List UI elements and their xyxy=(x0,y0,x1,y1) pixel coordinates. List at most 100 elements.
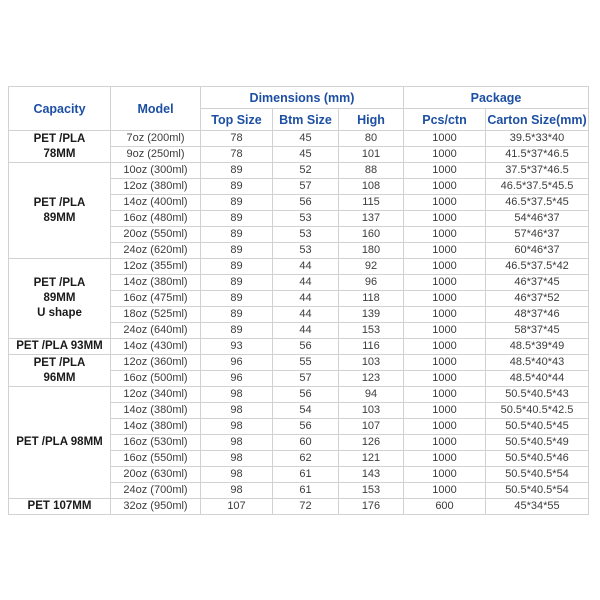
table-row: 18oz (525ml) 89 44 139 1000 48*37*46 xyxy=(9,306,589,323)
pcs-ctn-cell: 1000 xyxy=(403,370,486,387)
capacity-line: 96MM xyxy=(43,371,76,384)
pcs-ctn-cell: 1000 xyxy=(403,258,486,275)
capacity-cell: PET /PLA 96MM xyxy=(8,354,111,387)
header-capacity: Capacity xyxy=(8,86,111,131)
pcs-ctn-cell: 1000 xyxy=(403,162,486,179)
model-cell: 7oz (200ml) xyxy=(110,130,201,147)
table-row: 24oz (620ml) 89 53 180 1000 60*46*37 xyxy=(9,242,589,259)
table-row: 16oz (530ml) 98 60 126 1000 50.5*40.5*49 xyxy=(9,434,589,451)
high-cell: 143 xyxy=(338,466,404,483)
capacity-cell: PET /PLA 89MM U shape xyxy=(8,258,111,339)
model-cell: 9oz (250ml) xyxy=(110,146,201,163)
capacity-cell: PET /PLA 93MM xyxy=(8,338,111,355)
top-size-cell: 89 xyxy=(200,242,273,259)
carton-size-cell: 48.5*39*49 xyxy=(485,338,589,355)
carton-size-cell: 46.5*37.5*45 xyxy=(485,194,589,211)
carton-size-cell: 54*46*37 xyxy=(485,210,589,227)
btm-size-cell: 53 xyxy=(272,242,339,259)
btm-size-cell: 54 xyxy=(272,402,339,419)
table-row: 12oz (380ml) 89 57 108 1000 46.5*37.5*45.5 xyxy=(9,178,589,195)
spec-table: Capacity Model Dimensions (mm) Package T… xyxy=(8,86,589,515)
table-row: PET 107MM 32oz (950ml) 107 72 176 600 45*34*55 xyxy=(8,498,589,515)
carton-size-cell: 45*34*55 xyxy=(485,498,589,515)
pcs-ctn-cell: 1000 xyxy=(403,242,486,259)
header-model: Model xyxy=(110,86,201,131)
pcs-ctn-cell: 1000 xyxy=(403,466,486,483)
top-size-cell: 98 xyxy=(200,482,273,499)
model-cell: 14oz (380ml) xyxy=(110,418,201,435)
btm-size-cell: 53 xyxy=(272,210,339,227)
btm-size-cell: 45 xyxy=(272,146,339,163)
capacity-cell: PET 107MM xyxy=(8,498,111,515)
header-dimensions: Dimensions (mm) xyxy=(200,86,404,109)
top-size-cell: 89 xyxy=(200,258,273,275)
carton-size-cell: 39.5*33*40 xyxy=(485,130,589,147)
carton-size-cell: 46.5*37.5*45.5 xyxy=(485,178,589,195)
header-btm-size: Btm Size xyxy=(272,108,339,131)
high-cell: 123 xyxy=(338,370,404,387)
pcs-ctn-cell: 1000 xyxy=(403,178,486,195)
capacity-line: PET 107MM xyxy=(27,500,92,512)
btm-size-cell: 56 xyxy=(272,194,339,211)
high-cell: 88 xyxy=(338,162,404,179)
header-high: High xyxy=(338,108,404,131)
pcs-ctn-cell: 1000 xyxy=(403,130,486,147)
table-row: PET /PLA 89MM 10oz (300ml) 89 52 88 1000 37.5*3… xyxy=(8,162,589,259)
table-row: PET /PLA 78MM 7oz (200ml) 78 45 80 1000 39.5*33… xyxy=(8,130,589,163)
high-cell: 137 xyxy=(338,210,404,227)
btm-size-cell: 55 xyxy=(272,354,339,371)
header-row-1: Capacity Model Dimensions (mm) Package xyxy=(8,86,589,131)
top-size-cell: 98 xyxy=(200,402,273,419)
btm-size-cell: 56 xyxy=(272,338,339,355)
table-row: 16oz (480ml) 89 53 137 1000 54*46*37 xyxy=(9,210,589,227)
top-size-cell: 93 xyxy=(200,338,273,355)
model-cell: 24oz (620ml) xyxy=(110,242,201,259)
pcs-ctn-cell: 1000 xyxy=(403,306,486,323)
btm-size-cell: 57 xyxy=(272,178,339,195)
capacity-cell: PET /PLA 98MM xyxy=(8,386,111,499)
top-size-cell: 107 xyxy=(200,498,273,515)
capacity-line: 78MM xyxy=(43,147,76,160)
high-cell: 103 xyxy=(338,354,404,371)
table-body: PET /PLA 78MM 7oz (200ml) 78 45 80 1000 39.5*33… xyxy=(8,130,589,515)
model-cell: 14oz (400ml) xyxy=(110,194,201,211)
model-cell: 10oz (300ml) xyxy=(110,162,201,179)
table-row: PET /PLA 96MM 12oz (360ml) 96 55 103 1000 48.5*… xyxy=(8,354,589,387)
high-cell: 115 xyxy=(338,194,404,211)
model-cell: 18oz (525ml) xyxy=(110,306,201,323)
high-cell: 121 xyxy=(338,450,404,467)
high-cell: 126 xyxy=(338,434,404,451)
carton-size-cell: 50.5*40.5*46 xyxy=(485,450,589,467)
model-cell: 20oz (550ml) xyxy=(110,226,201,243)
pcs-ctn-cell: 1000 xyxy=(403,434,486,451)
btm-size-cell: 44 xyxy=(272,274,339,291)
table-row: 16oz (475ml) 89 44 118 1000 46*37*52 xyxy=(9,290,589,307)
top-size-cell: 98 xyxy=(200,450,273,467)
carton-size-cell: 50.5*40.5*42.5 xyxy=(485,402,589,419)
btm-size-cell: 57 xyxy=(272,370,339,387)
model-cell: 32oz (950ml) xyxy=(110,498,201,515)
table-row: 16oz (500ml) 96 57 123 1000 48.5*40*44 xyxy=(9,370,589,387)
top-size-cell: 89 xyxy=(200,290,273,307)
carton-size-cell: 46*37*52 xyxy=(485,290,589,307)
pcs-ctn-cell: 1000 xyxy=(403,386,486,403)
capacity-line: 89MM xyxy=(43,292,76,304)
carton-size-cell: 46*37*45 xyxy=(485,274,589,291)
pcs-ctn-cell: 1000 xyxy=(403,290,486,307)
carton-size-cell: 50.5*40.5*49 xyxy=(485,434,589,451)
high-cell: 153 xyxy=(338,322,404,339)
header-carton-size: Carton Size(mm) xyxy=(485,108,589,131)
btm-size-cell: 56 xyxy=(272,386,339,403)
pcs-ctn-cell: 1000 xyxy=(403,322,486,339)
capacity-line: 89MM xyxy=(43,211,76,224)
high-cell: 96 xyxy=(338,274,404,291)
capacity-line: PET /PLA xyxy=(33,196,86,209)
top-size-cell: 89 xyxy=(200,306,273,323)
high-cell: 107 xyxy=(338,418,404,435)
btm-size-cell: 60 xyxy=(272,434,339,451)
btm-size-cell: 44 xyxy=(272,306,339,323)
btm-size-cell: 62 xyxy=(272,450,339,467)
btm-size-cell: 44 xyxy=(272,258,339,275)
header-row-2: Top Size Btm Size High Pcs/ctn Carton Si… xyxy=(9,108,589,131)
